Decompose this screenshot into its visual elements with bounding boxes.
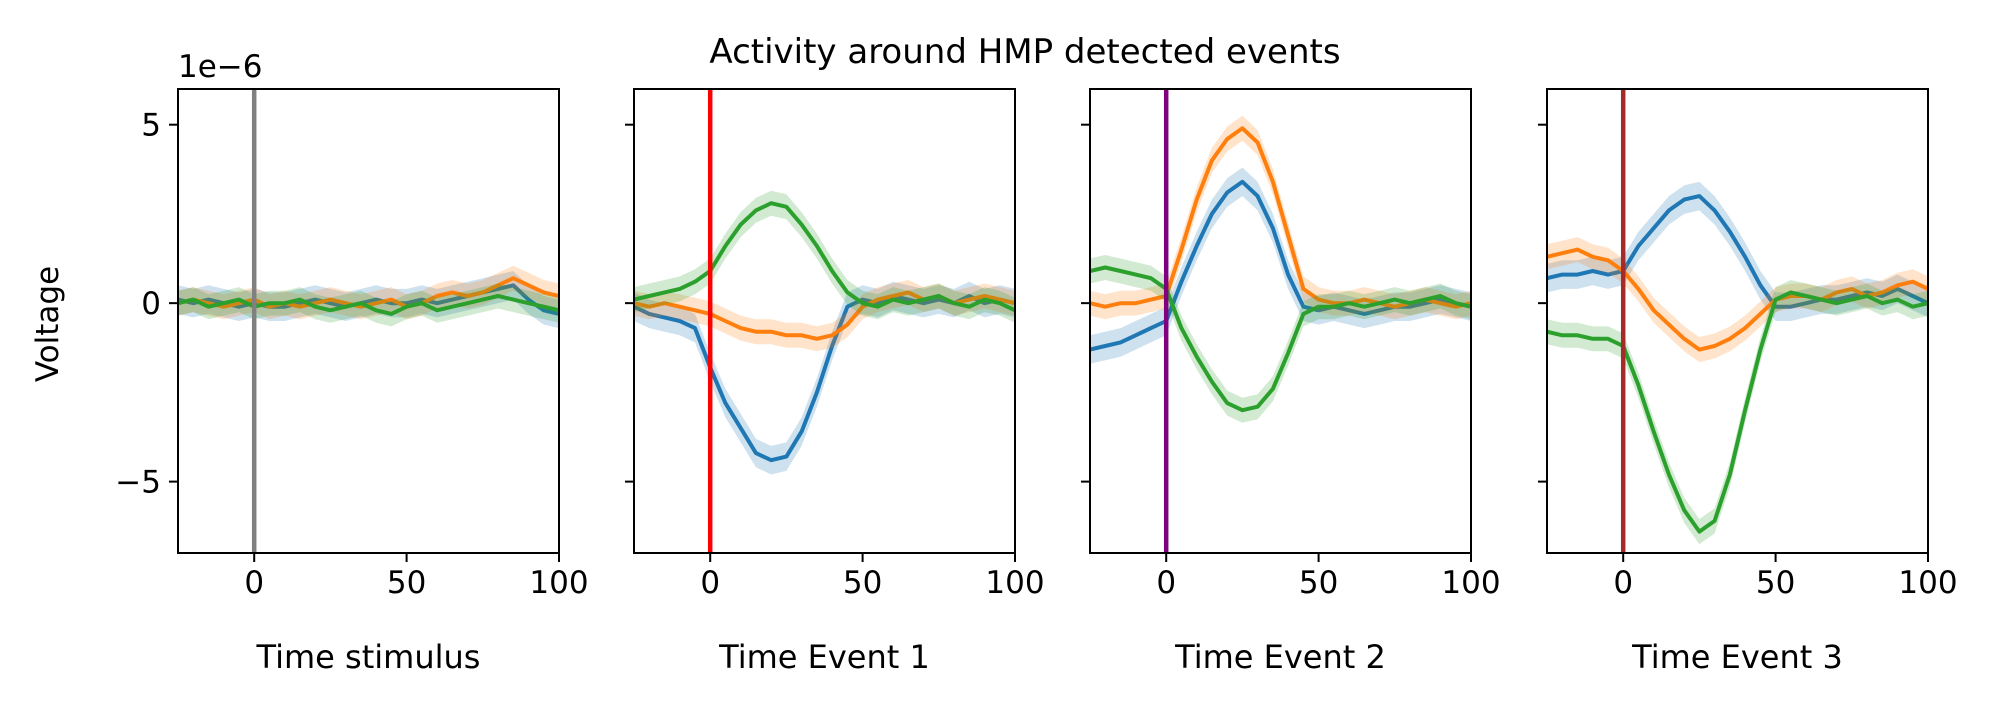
subplot-2: 0 50 100 Time Event 1	[625, 88, 1045, 676]
confidence-band-series-2	[1090, 115, 1471, 320]
x-tick-label: 100	[1898, 565, 1957, 601]
plot-area	[634, 89, 1015, 553]
x-tick-label: 100	[985, 565, 1044, 601]
axes-frame	[1089, 88, 1472, 554]
x-tick-label: 50	[387, 565, 426, 601]
axes-frame	[177, 88, 560, 554]
y-axis-label: Voltage	[30, 266, 66, 382]
confidence-band-series-1	[1547, 181, 1928, 321]
line-series-3	[178, 294, 559, 316]
y-tick-label: 0	[141, 286, 161, 322]
y-tick-label: −5	[115, 465, 161, 501]
plot-area	[1090, 89, 1471, 553]
x-tick-label: 0	[700, 565, 720, 601]
confidence-band-series-1	[634, 281, 1015, 475]
confidence-band-series-3	[1547, 280, 1928, 545]
line-series-1	[178, 283, 559, 316]
chart-title: Activity around HMP detected events	[709, 32, 1340, 72]
x-tick-label: 50	[1756, 565, 1795, 601]
x-tick-label: 100	[1441, 565, 1500, 601]
subplot-3: 0 50 100 Time Event 2	[1081, 88, 1501, 676]
x-tick-label: 0	[244, 565, 264, 601]
plot-area	[178, 89, 559, 553]
subplot-4: 0 50 100 Time Event 3	[1538, 88, 1958, 676]
x-tick-label: 0	[1613, 565, 1633, 601]
axes-frame	[1546, 88, 1929, 554]
x-tick-label: 100	[529, 565, 588, 601]
line-series-1	[1090, 179, 1471, 352]
confidence-band-series-3	[1090, 255, 1471, 423]
x-tick-label: 0	[1156, 565, 1176, 601]
x-axis-label: Time Event 1	[718, 638, 930, 676]
plot-area	[1547, 89, 1928, 553]
x-tick-label: 50	[843, 565, 882, 601]
line-series-3	[1547, 290, 1928, 534]
axes-frame	[633, 88, 1016, 554]
x-axis-label: Time stimulus	[256, 638, 481, 676]
x-axis-label: Time Event 2	[1174, 638, 1386, 676]
confidence-band-series-1	[1090, 167, 1471, 364]
x-tick-label: 50	[1299, 565, 1338, 601]
line-series-3	[634, 201, 1015, 313]
line-series-3	[1090, 265, 1471, 413]
y-tick-label: 5	[141, 108, 161, 144]
subplot-1: 0 50 100 Time stimulus −5 0 5	[115, 88, 589, 676]
y-offset-label: 1e−6	[178, 49, 263, 85]
x-axis-label: Time Event 3	[1631, 638, 1843, 676]
